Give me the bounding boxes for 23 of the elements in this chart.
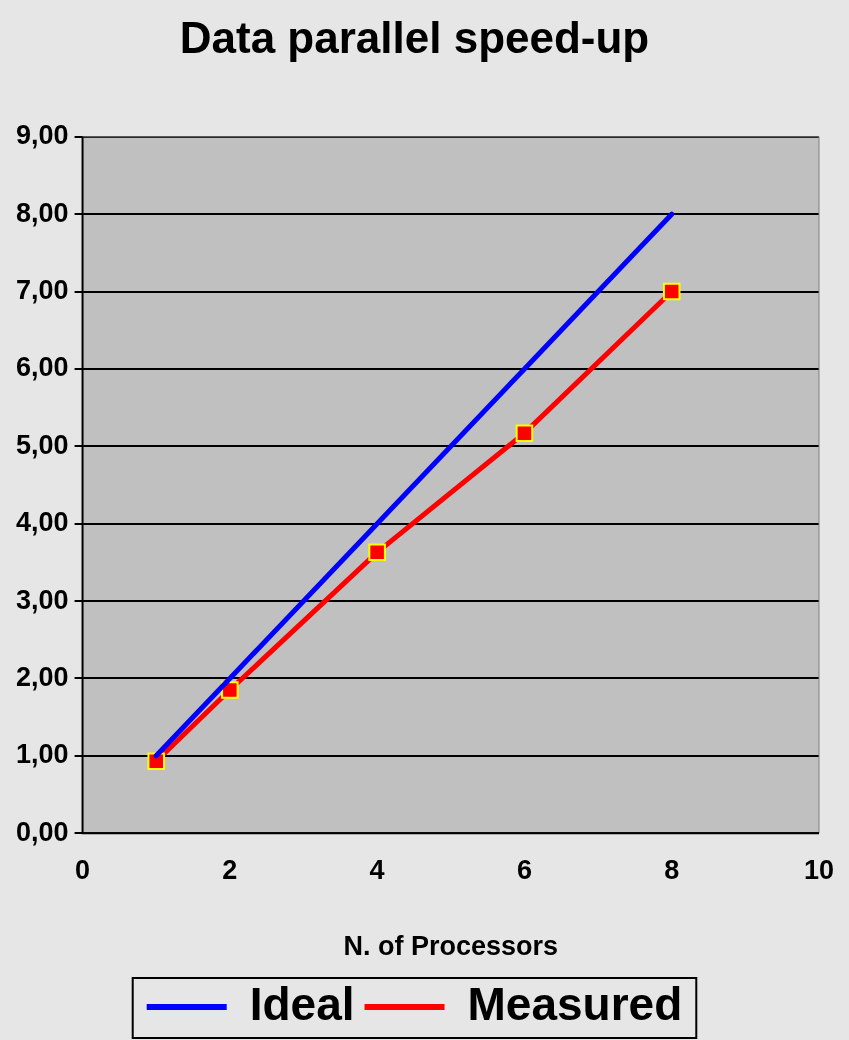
- x-axis-title: N. of Processors: [343, 931, 559, 962]
- y-tick-label: 7,00: [15, 275, 69, 306]
- x-tick-label: 10: [803, 854, 835, 885]
- y-tick-label: 3,00: [15, 584, 69, 615]
- x-tick-label: 6: [516, 854, 532, 885]
- legend-label: Ideal: [249, 977, 355, 1030]
- y-tick-label: 5,00: [15, 429, 69, 460]
- y-tick-label: 2,00: [15, 661, 69, 692]
- point: [515, 424, 534, 442]
- chart-title: Data parallel speed-up: [179, 12, 650, 62]
- y-tick-label: 9,00: [15, 120, 69, 151]
- y-tick-label: 1,00: [15, 739, 69, 770]
- y-tick-label: 8,00: [15, 197, 69, 228]
- point: [662, 282, 681, 301]
- y-tick-label: 6,00: [15, 352, 69, 383]
- x-tick-label: 8: [664, 854, 680, 885]
- x-tick-label: 4: [369, 854, 385, 885]
- y-tick-label: 4,00: [15, 507, 69, 538]
- y-tick-label: 0,00: [15, 816, 69, 847]
- x-tick-label: 2: [222, 854, 238, 885]
- legend-label: Measured: [467, 977, 683, 1030]
- x-tick-label: 0: [75, 854, 91, 885]
- point: [368, 543, 386, 562]
